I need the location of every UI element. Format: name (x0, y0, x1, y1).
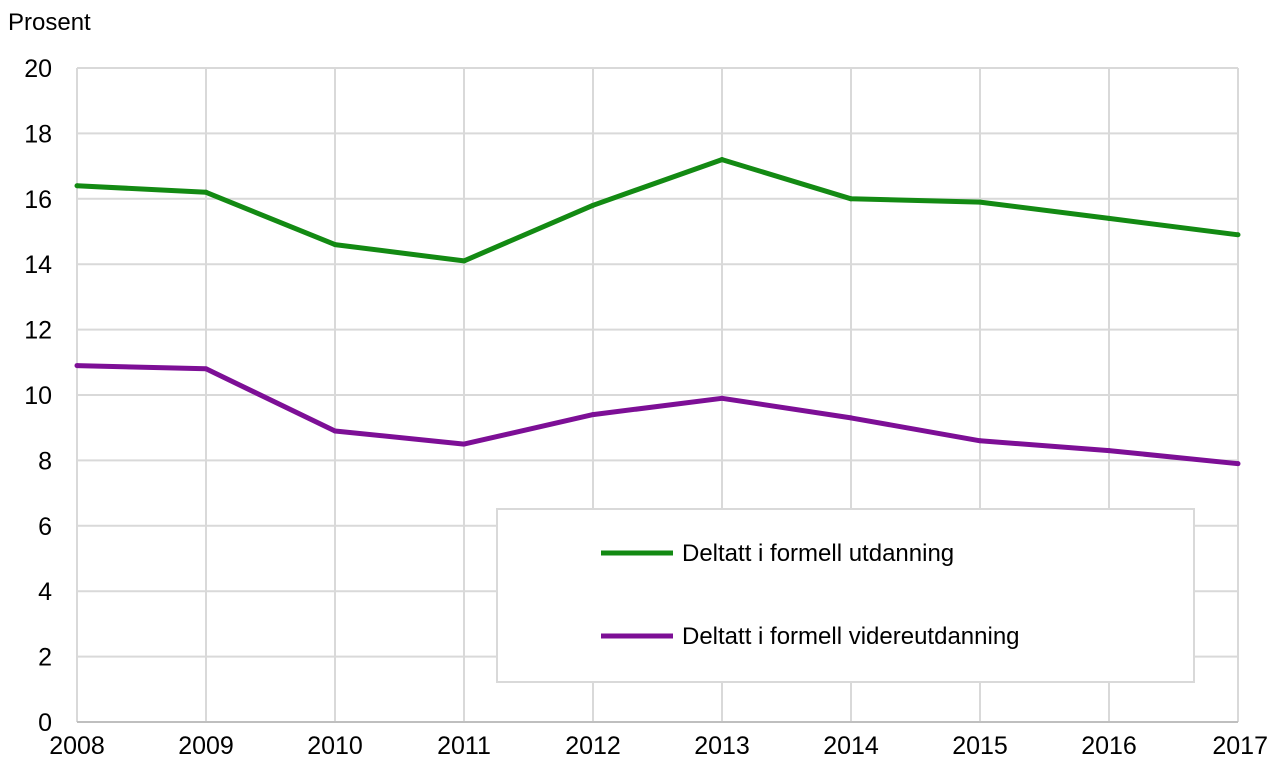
x-tick-label: 2011 (437, 732, 491, 760)
legend: Deltatt i formell utdanning Deltatt i for… (496, 508, 1195, 683)
grid (76, 67, 1239, 723)
y-tick-label: 16 (24, 186, 52, 214)
y-tick-label: 12 (24, 317, 52, 345)
x-tick-label: 2009 (178, 732, 234, 760)
x-tick-label: 2010 (307, 732, 363, 760)
data-point (719, 157, 725, 163)
data-point (203, 189, 209, 195)
data-point (461, 258, 467, 264)
data-point (590, 202, 596, 208)
x-tick-label: 2015 (952, 732, 1008, 760)
data-point (74, 363, 80, 369)
y-axis-label: Prosent (8, 9, 91, 36)
data-point (977, 199, 983, 205)
axis-tick-labels: 0 2 4 6 8 10 12 14 16 18 20 2008 2009 2010 2011 2012 201… (24, 55, 1268, 760)
legend-label: Deltatt i formell utdanning (682, 540, 954, 567)
series-line-1 (76, 157, 1239, 264)
legend-label: Deltatt i formell videreutdanning (682, 623, 1020, 650)
x-tick-label: 2014 (823, 732, 879, 760)
x-tick-label: 2008 (49, 732, 105, 760)
y-tick-label: 8 (38, 447, 52, 475)
data-point (1106, 448, 1112, 454)
y-tick-label: 4 (38, 578, 52, 606)
x-tick-label: 2013 (694, 732, 750, 760)
data-point (74, 183, 80, 189)
data-point (332, 242, 338, 248)
data-point (1235, 232, 1241, 238)
y-tick-label: 14 (24, 251, 52, 279)
data-point (461, 441, 467, 447)
data-point (590, 412, 596, 418)
x-tick-label: 2016 (1081, 732, 1137, 760)
data-point (848, 196, 854, 202)
series-lines (74, 157, 1241, 467)
y-tick-label: 18 (24, 120, 52, 148)
data-point (977, 438, 983, 444)
data-point (332, 428, 338, 434)
y-tick-label: 20 (24, 55, 52, 83)
data-point (848, 415, 854, 421)
data-point (719, 395, 725, 401)
y-tick-label: 10 (24, 382, 52, 410)
data-point (1235, 461, 1241, 467)
x-tick-label: 2012 (565, 732, 621, 760)
legend-box (496, 508, 1195, 683)
data-point (1106, 215, 1112, 221)
y-tick-label: 6 (38, 513, 52, 541)
y-tick-label: 0 (38, 709, 52, 737)
y-tick-label: 2 (38, 644, 52, 672)
data-point (203, 366, 209, 372)
series-line-2 (76, 363, 1239, 467)
x-tick-label: 2017 (1212, 732, 1268, 760)
